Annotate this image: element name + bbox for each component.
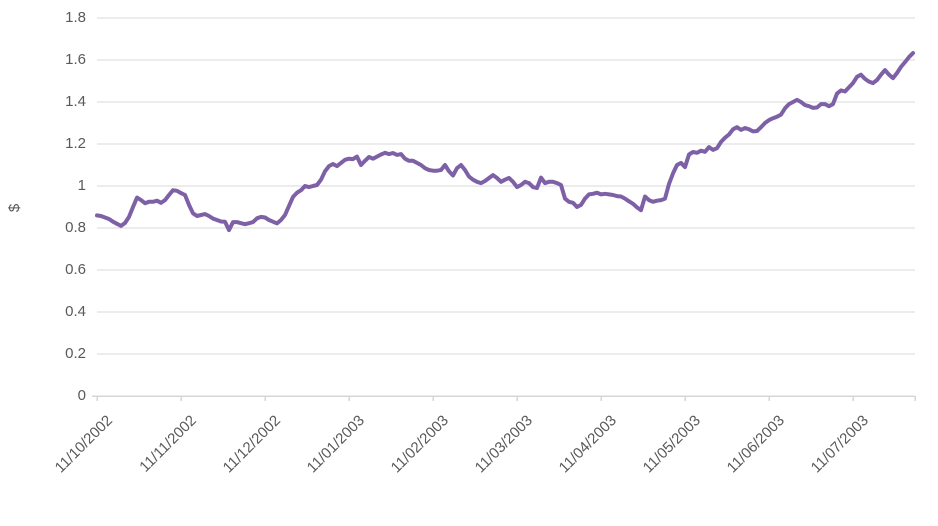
y-tick-label: 1.2 [65, 135, 86, 152]
x-tick-label: 11/04/2003 [555, 412, 621, 477]
x-tick-label: 11/05/2003 [639, 412, 705, 477]
y-tick-label: 0 [77, 387, 86, 404]
series-line [95, 51, 915, 233]
x-tick-label: 11/02/2003 [387, 412, 453, 477]
y-tick-label: 1.8 [65, 9, 86, 26]
x-tick-label: 11/11/2002 [136, 412, 201, 476]
x-tick-label: 11/01/2003 [303, 412, 369, 477]
y-tick-label: 1.4 [65, 93, 86, 110]
x-axis-labels: 11/10/2002 11/11/2002 11/12/2002 11/01/2003… [0, 404, 938, 526]
x-tick-label: 11/06/2003 [723, 412, 789, 477]
y-tick-label: 0.2 [65, 345, 86, 362]
y-tick-label: 1 [77, 177, 86, 194]
y-tick-label: 1.6 [65, 51, 86, 68]
x-tick-label: 11/10/2002 [51, 412, 117, 477]
y-tick-label: 0.6 [65, 261, 86, 278]
y-tick-label: 0.4 [65, 303, 86, 320]
x-tick-label: 11/12/2002 [219, 412, 285, 477]
x-tick-label: 11/07/2003 [807, 412, 873, 477]
y-axis-title: $ [6, 203, 23, 213]
y-tick-label: 0.8 [65, 219, 86, 236]
x-tick-label: 11/03/2003 [471, 412, 537, 477]
